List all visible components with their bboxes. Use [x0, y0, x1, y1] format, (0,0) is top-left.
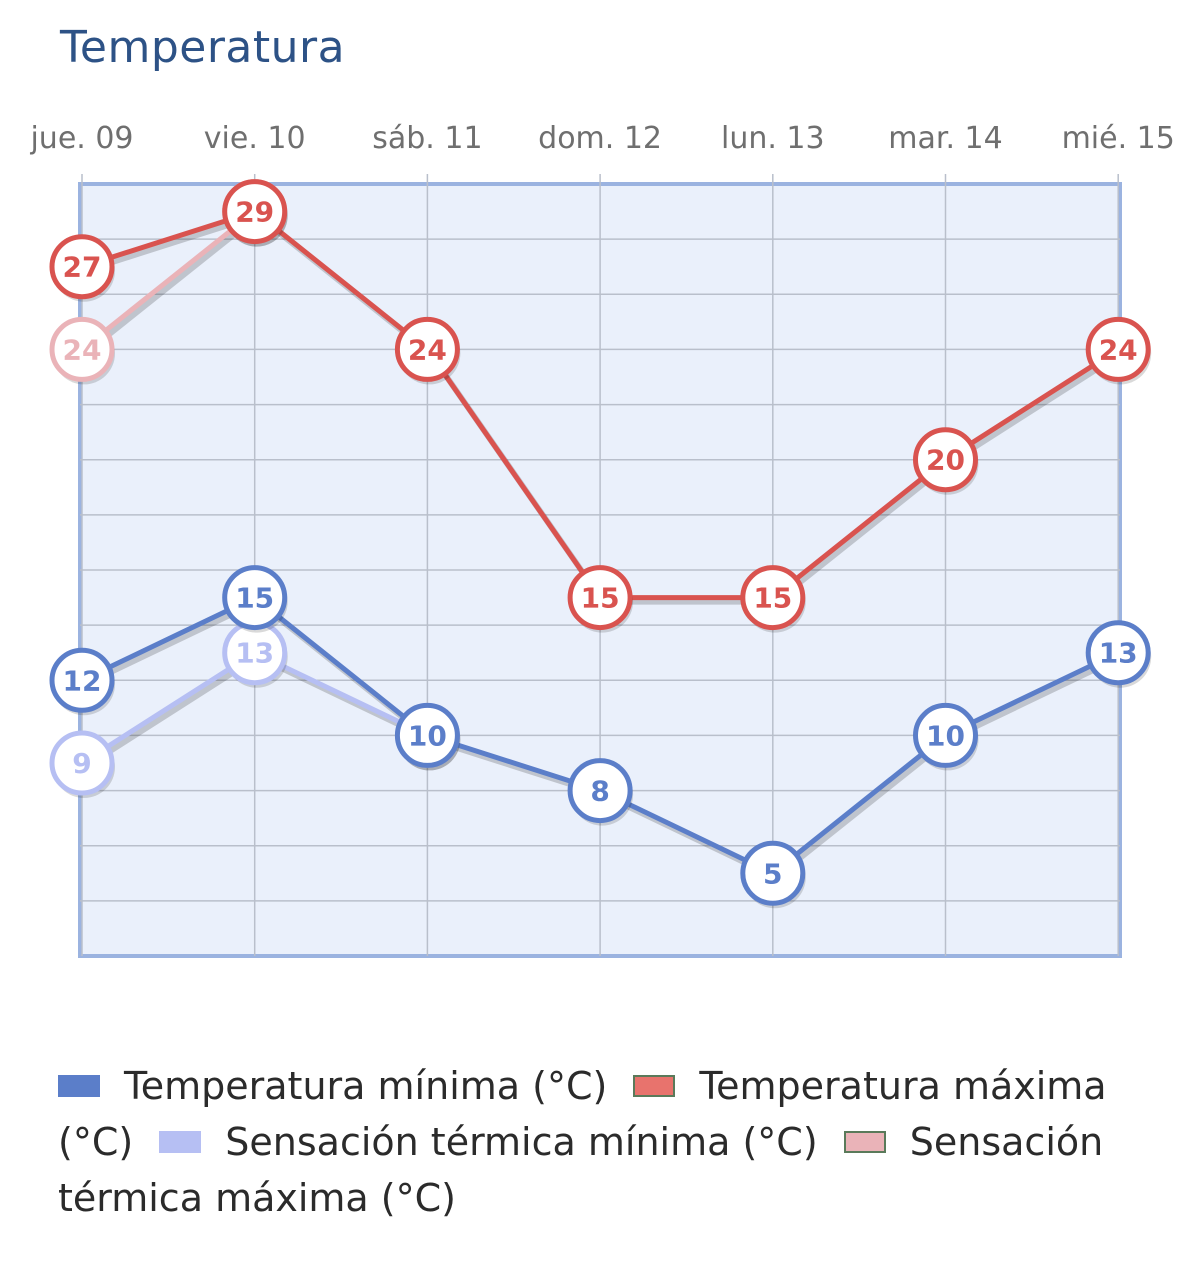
data-point-tmin	[49, 647, 115, 713]
data-label-tmin: 15	[235, 582, 274, 615]
data-point-smin	[49, 730, 115, 796]
legend-label-tmax: Temperatura máxima (°C)	[58, 1064, 1107, 1164]
data-label-tmax: 27	[63, 251, 102, 284]
chart-title: Temperatura	[60, 22, 346, 73]
data-point-tmin	[394, 702, 460, 768]
legend-swatch-tmax	[633, 1075, 676, 1097]
data-point-tmax	[740, 565, 806, 631]
data-point-tmin	[222, 565, 288, 631]
data-label-tmin: 5	[763, 857, 782, 890]
data-label-tmax: 24	[1099, 333, 1138, 366]
data-label-tmax: 24	[408, 333, 447, 366]
x-tick-label: mié. 15	[1062, 121, 1175, 156]
legend-item-tmax[interactable]: Temperatura máxima (°C)	[58, 1064, 1107, 1164]
x-tick-label: dom. 12	[538, 121, 662, 156]
data-point-tmin	[567, 758, 633, 824]
data-point-tmax	[1085, 316, 1151, 382]
data-point-smax	[49, 316, 115, 382]
x-tick-label: vie. 10	[204, 121, 306, 156]
data-label-smin: 9	[72, 747, 91, 780]
series-line-smax	[80, 209, 257, 352]
x-tick-label: jue. 09	[29, 121, 133, 156]
legend-label-smax: Sensación térmica máxima (°C)	[58, 1120, 1104, 1220]
series-line-shadow-smax	[83, 213, 260, 356]
data-label-tmax: 15	[581, 582, 620, 615]
data-label-tmin: 10	[926, 719, 965, 752]
legend-item-tmin[interactable]: Temperatura mínima (°C)	[58, 1064, 607, 1108]
legend-swatch-smin	[159, 1131, 202, 1153]
legend-swatch-smax	[843, 1131, 886, 1153]
x-tick-label: mar. 14	[888, 121, 1002, 156]
legend-item-smin[interactable]: Sensación térmica mínima (°C)	[159, 1120, 818, 1164]
data-point-tmin	[1085, 620, 1151, 686]
data-point-tmax	[222, 179, 288, 245]
data-label-tmin: 8	[590, 775, 609, 808]
x-tick-label: lun. 13	[721, 121, 825, 156]
data-label-tmin: 12	[63, 664, 102, 697]
data-label-tmin: 13	[1099, 637, 1138, 670]
data-label-smin: 13	[235, 637, 274, 670]
data-point-tmax	[394, 316, 460, 382]
legend-label-tmin: Temperatura mínima (°C)	[124, 1064, 608, 1108]
data-label-tmax: 20	[926, 444, 965, 477]
chart-legend: Temperatura mínima (°C) Temperatura máxi…	[58, 1058, 1188, 1226]
data-label-tmin: 10	[408, 719, 447, 752]
legend-label-smin: Sensación térmica mínima (°C)	[225, 1120, 818, 1164]
data-label-tmax: 15	[753, 582, 792, 615]
data-label-smax: 24	[63, 333, 102, 366]
temperature-chart: jue. 09 vie. 10 sáb. 11 dom. 12 lun. 13 mar. …	[29, 121, 1175, 958]
data-point-tmax	[567, 565, 633, 631]
data-label-tmax: 29	[235, 196, 274, 229]
data-point-tmin	[913, 702, 978, 768]
legend-swatch-tmin	[58, 1075, 100, 1097]
data-point-tmax	[913, 427, 978, 493]
data-point-tmax	[49, 234, 115, 300]
x-tick-label: sáb. 11	[372, 121, 482, 156]
data-point-tmin	[740, 840, 806, 906]
legend-item-smax[interactable]: Sensación térmica máxima (°C)	[58, 1120, 1103, 1220]
